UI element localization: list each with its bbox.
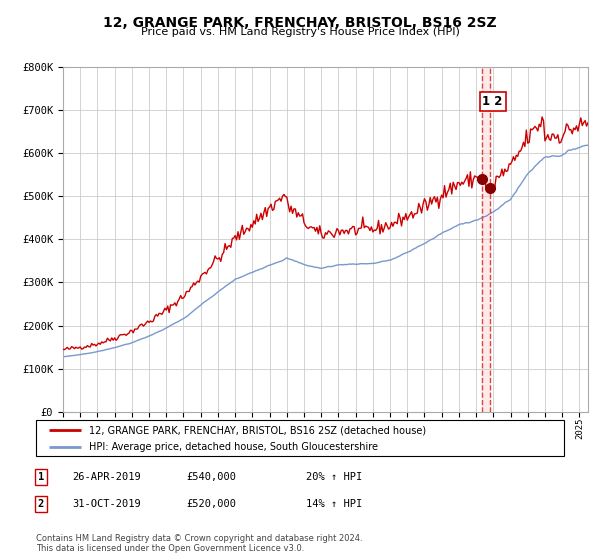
Text: 1 2: 1 2 <box>482 95 503 108</box>
Text: Price paid vs. HM Land Registry's House Price Index (HPI): Price paid vs. HM Land Registry's House … <box>140 27 460 37</box>
Text: £520,000: £520,000 <box>186 499 236 509</box>
Text: Contains HM Land Registry data © Crown copyright and database right 2024.
This d: Contains HM Land Registry data © Crown c… <box>36 534 362 553</box>
Text: 26-APR-2019: 26-APR-2019 <box>72 472 141 482</box>
Bar <box>482 67 490 412</box>
Text: 12, GRANGE PARK, FRENCHAY, BRISTOL, BS16 2SZ (detached house): 12, GRANGE PARK, FRENCHAY, BRISTOL, BS16… <box>89 425 426 435</box>
Text: 20% ↑ HPI: 20% ↑ HPI <box>306 472 362 482</box>
FancyBboxPatch shape <box>36 420 564 456</box>
Text: 1: 1 <box>38 472 44 482</box>
Text: 14% ↑ HPI: 14% ↑ HPI <box>306 499 362 509</box>
Text: £540,000: £540,000 <box>186 472 236 482</box>
Text: 12, GRANGE PARK, FRENCHAY, BRISTOL, BS16 2SZ: 12, GRANGE PARK, FRENCHAY, BRISTOL, BS16… <box>103 16 497 30</box>
Text: 2: 2 <box>38 499 44 509</box>
Text: HPI: Average price, detached house, South Gloucestershire: HPI: Average price, detached house, Sout… <box>89 442 378 452</box>
Text: 31-OCT-2019: 31-OCT-2019 <box>72 499 141 509</box>
